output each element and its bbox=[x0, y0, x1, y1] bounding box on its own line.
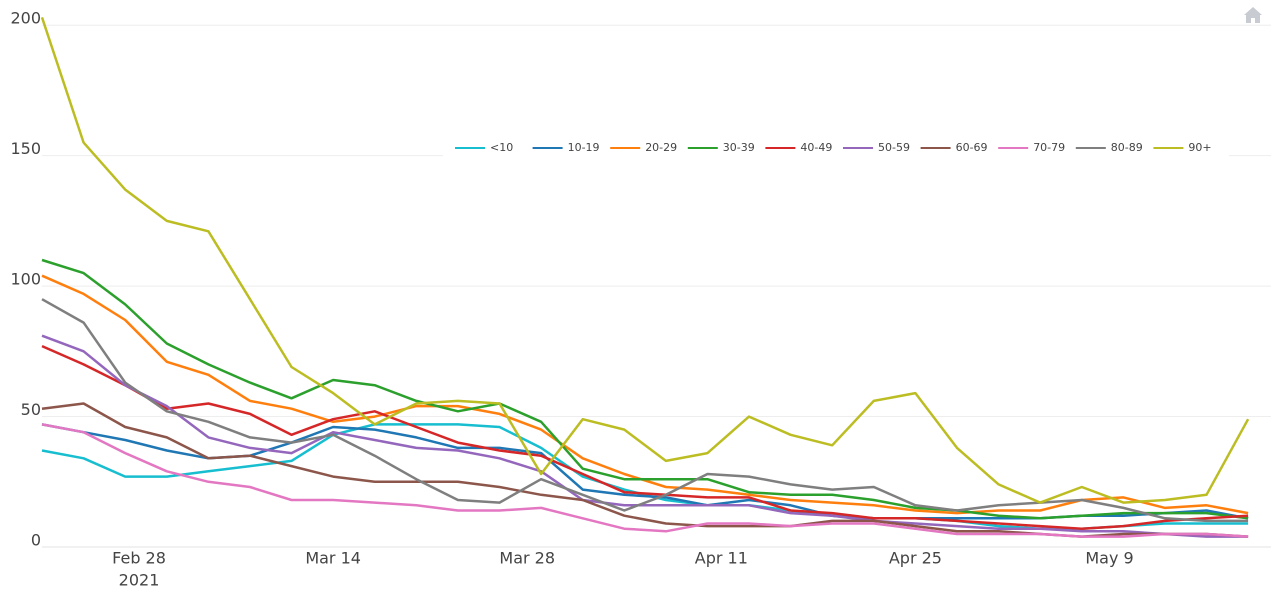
y-tick-label: 200 bbox=[10, 9, 41, 28]
x-year-label: 2021 bbox=[119, 571, 160, 590]
y-tick-label: 50 bbox=[21, 400, 41, 419]
x-tick-label: Mar 28 bbox=[499, 549, 555, 568]
legend-label: <10 bbox=[490, 141, 513, 154]
x-tick-label: Apr 25 bbox=[889, 549, 942, 568]
legend: <10 10-19 20-29 30-39 40-49 50-59 60-69 70-79 80… bbox=[443, 138, 1229, 158]
line-series bbox=[41, 298, 1249, 523]
legend-label: 40-49 bbox=[800, 141, 832, 154]
legend-bg bbox=[443, 138, 1229, 158]
legend-label: 10-19 bbox=[568, 141, 600, 154]
line-series bbox=[41, 258, 1249, 520]
home-icon[interactable] bbox=[1244, 7, 1262, 23]
y-tick-label: 0 bbox=[31, 531, 41, 550]
line-series bbox=[41, 274, 1249, 515]
line-series bbox=[41, 334, 1249, 538]
x-tick-label: Feb 28 bbox=[112, 549, 166, 568]
legend-label: 90+ bbox=[1188, 141, 1211, 154]
line-series bbox=[40, 17, 1250, 504]
y-tick-label: 150 bbox=[10, 139, 41, 158]
legend-label: 50-59 bbox=[878, 141, 910, 154]
legend-label: 20-29 bbox=[645, 141, 677, 154]
x-tick-label: May 9 bbox=[1085, 549, 1133, 568]
x-tick-label: Apr 11 bbox=[695, 549, 748, 568]
line-series bbox=[41, 423, 1249, 538]
line-series bbox=[41, 344, 1249, 530]
legend-label: 30-39 bbox=[723, 141, 755, 154]
x-tick-label: Mar 14 bbox=[305, 549, 361, 568]
y-tick-label: 100 bbox=[10, 270, 41, 289]
modebar-home[interactable] bbox=[1244, 7, 1262, 23]
legend-label: 60-69 bbox=[956, 141, 988, 154]
legend-label: 70-79 bbox=[1033, 141, 1065, 154]
legend-label: 80-89 bbox=[1111, 141, 1143, 154]
